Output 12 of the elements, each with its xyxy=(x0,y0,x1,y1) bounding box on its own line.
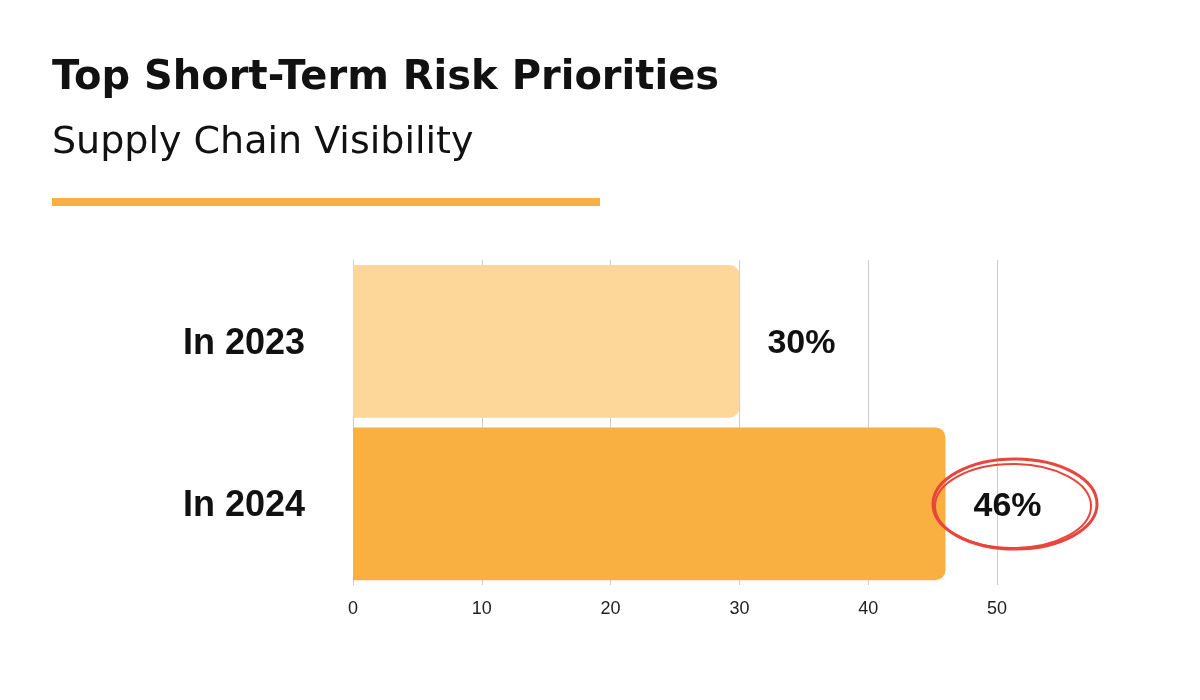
x-tick-label: 20 xyxy=(600,598,621,618)
x-tick-label: 30 xyxy=(729,598,750,618)
chart-subtitle: Supply Chain Visibility xyxy=(52,118,474,162)
data-label: 46% xyxy=(973,484,1042,523)
x-tick-label: 40 xyxy=(858,598,879,618)
y-tick-label: In 2024 xyxy=(182,483,305,525)
x-tick-label: 50 xyxy=(986,598,1008,618)
data-label: 30% xyxy=(767,322,836,361)
y-tick-label: In 2023 xyxy=(182,320,305,362)
x-tick-label: 0 xyxy=(347,598,359,618)
chart-title: Top Short-Term Risk Priorities xyxy=(52,52,720,98)
x-tick-label: 10 xyxy=(471,598,492,618)
